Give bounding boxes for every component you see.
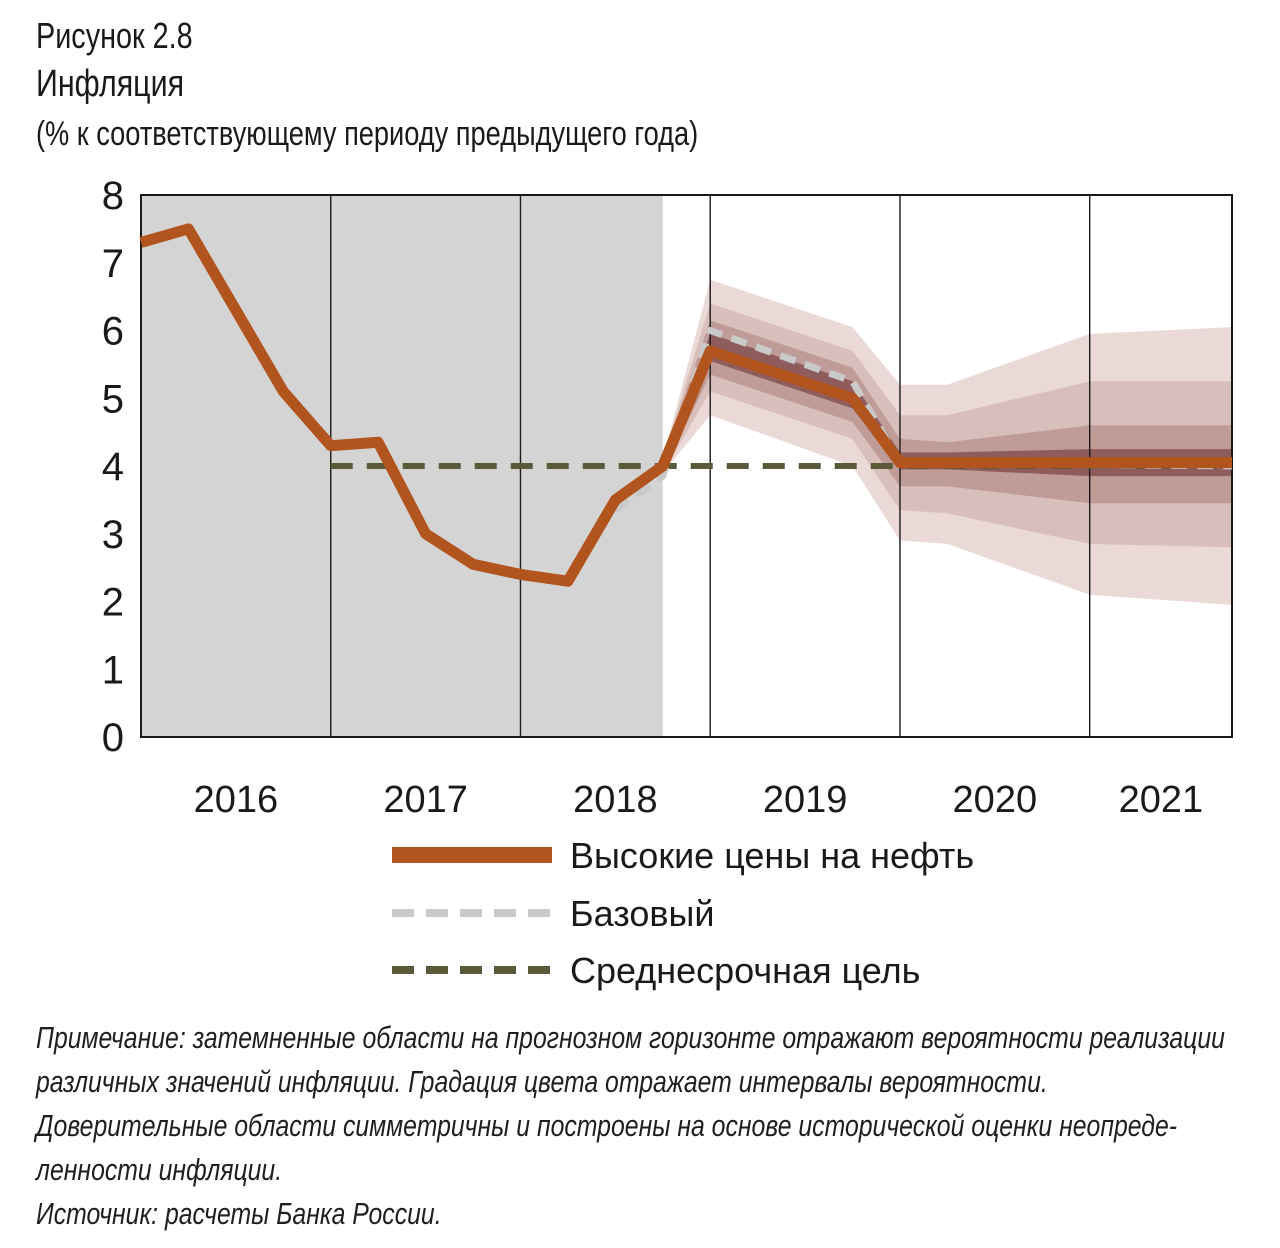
y-tick-label: 0: [102, 716, 124, 760]
series-line: [613, 327, 1233, 513]
x-tick-label: 2019: [763, 779, 848, 821]
x-tick-label: 2016: [194, 779, 279, 821]
y-tick-label: 7: [102, 242, 124, 286]
y-tick-label: 1: [102, 648, 124, 692]
y-tick-label: 3: [102, 513, 124, 557]
x-tick-label: 2021: [1119, 779, 1204, 821]
figure-header: Рисунок 2.8 Инфляция (% к соответствующе…: [36, 14, 864, 158]
y-tick-label: 2: [102, 581, 124, 625]
figure-subtitle: (% к соответствующему периоду предыдущег…: [36, 115, 699, 153]
y-tick-label: 4: [102, 445, 124, 489]
note-line: Доверительные области симметричны и пост…: [36, 1108, 1178, 1143]
x-tick-label: 2018: [573, 779, 658, 821]
source-line: Источник: расчеты Банка России.: [36, 1196, 442, 1231]
note-line: различных значений инфляции. Градация цв…: [36, 1064, 1048, 1099]
figure-note: Примечание: затемненные области на прогн…: [36, 1016, 1260, 1236]
figure-label: Рисунок 2.8: [36, 15, 193, 56]
inflation-chart: 0 1 2 3 4 5 6 7 8 2016 2017 2018 2019 2020 2021 Высокие…: [102, 174, 1233, 991]
y-tick-label: 8: [102, 174, 124, 218]
note-line: ленности инфляции.: [36, 1152, 283, 1187]
x-tick-label: 2020: [953, 779, 1038, 821]
confidence-band: [662, 333, 1232, 477]
x-tick-label: 2017: [383, 779, 468, 821]
note-line: Примечание: затемненные области на прогн…: [36, 1020, 1225, 1055]
y-tick-label: 6: [102, 310, 124, 354]
series-line: [139, 223, 1232, 587]
y-tick-label: 5: [102, 377, 124, 421]
legend-label: Среднесрочная цель: [570, 950, 920, 991]
legend-label: Базовый: [570, 893, 714, 934]
figure-title: Инфляция: [36, 63, 185, 105]
history-shaded-area: [141, 195, 663, 737]
legend-label: Высокие цены на нефть: [570, 835, 974, 876]
